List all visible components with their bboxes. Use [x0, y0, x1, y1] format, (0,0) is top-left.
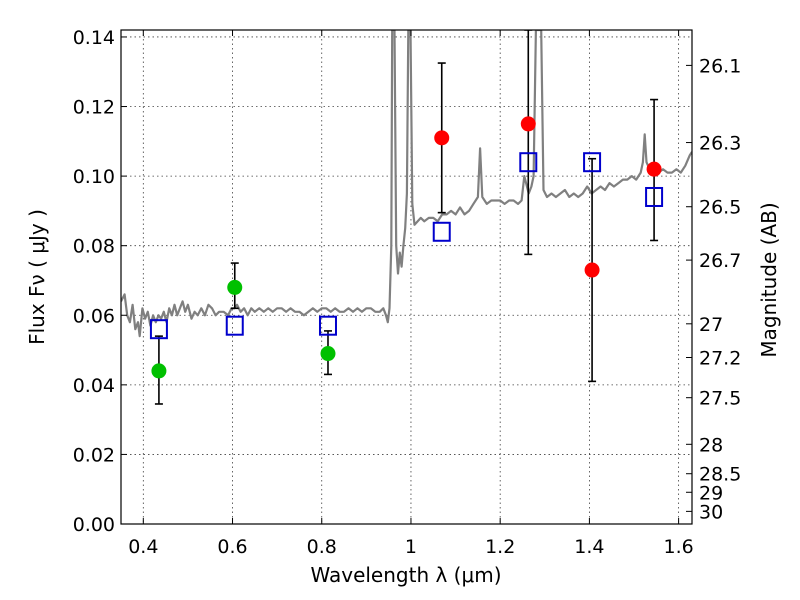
model-synthetic-photometry	[149, 152, 664, 340]
x-tick-label: 1.4	[574, 536, 604, 558]
right-tick-label: 26.5	[699, 197, 741, 219]
x-tick-label: 0.8	[307, 536, 337, 558]
right-tick-label: 26.7	[699, 250, 741, 272]
plot-frame	[120, 29, 693, 525]
data-point	[227, 279, 243, 295]
data-point	[151, 363, 167, 379]
data-point	[520, 116, 536, 132]
model-point	[583, 152, 602, 173]
x-tick-label: 1.2	[485, 536, 515, 558]
axes: 0.4 0.6 0.8 1 1.2 1.4 1.6 0.00 0.02 0.04 0.06 0.08 0…	[73, 27, 742, 558]
x-tick-label: 1.6	[664, 536, 694, 558]
spectrum-line	[121, 30, 692, 338]
x-axis-label: Wavelength λ (μm)	[310, 563, 501, 587]
y-tick-label: 0.14	[73, 27, 115, 49]
model-point	[225, 315, 244, 336]
y-tick-label: 0.12	[73, 97, 115, 119]
x-tick-label: 0.6	[217, 536, 247, 558]
x-tick-label: 0.4	[128, 536, 158, 558]
right-tick-label: 26.1	[699, 55, 741, 77]
y-tick-label: 0.02	[73, 444, 115, 466]
right-tick-label: 27	[699, 314, 723, 336]
y-tick-label: 0.04	[73, 375, 115, 397]
red-photometry	[434, 30, 662, 383]
y-tick-label: 0.00	[73, 514, 115, 536]
model-point	[432, 221, 451, 242]
y-tick-label: 0.10	[73, 166, 115, 188]
y-tick-label: 0.08	[73, 236, 115, 258]
y-tick-label: 0.06	[73, 305, 115, 327]
data-point	[434, 130, 450, 146]
model-point	[149, 319, 168, 340]
model-point	[519, 152, 538, 173]
plot-area	[121, 30, 692, 405]
data-point	[584, 262, 600, 278]
right-tick-label: 26.3	[699, 133, 741, 155]
right-axis-label: Magnitude (AB)	[757, 202, 781, 357]
model-point	[318, 315, 337, 336]
y-axis-label: Flux Fν ( μJy )	[25, 209, 49, 345]
data-point	[320, 346, 336, 362]
model-point	[645, 186, 664, 207]
right-tick-label: 30	[699, 501, 723, 523]
grid-lines	[121, 30, 692, 525]
right-tick-label: 28.5	[699, 464, 741, 486]
template-spectrum	[121, 30, 692, 338]
right-tick-label: 29	[699, 482, 723, 504]
x-tick-label: 1	[405, 536, 417, 558]
right-tick-label: 27.5	[699, 388, 741, 410]
right-tick-label: 27.2	[699, 347, 741, 369]
green-photometry	[151, 262, 336, 405]
data-point	[646, 161, 662, 177]
right-tick-label: 28	[699, 434, 723, 456]
